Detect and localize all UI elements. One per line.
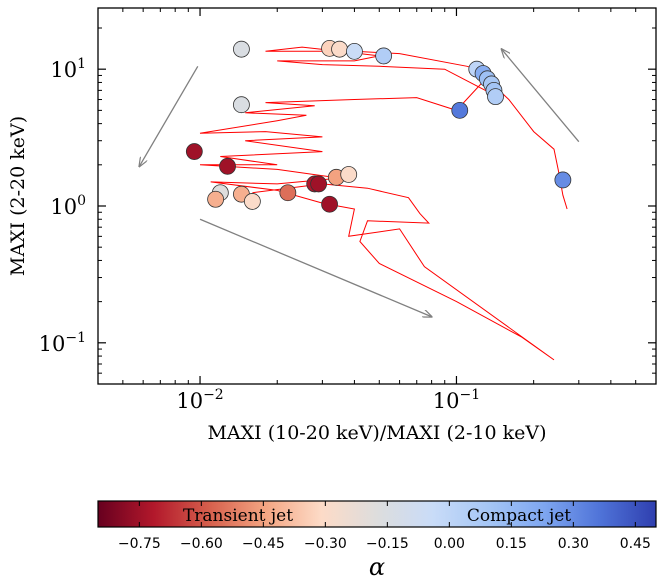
state-track-line xyxy=(199,46,568,361)
data-point xyxy=(487,88,504,106)
major-ticks xyxy=(98,8,656,384)
colorbar-tick-label: −0.75 xyxy=(118,536,161,552)
data-point xyxy=(233,40,250,58)
colorbar-tick-label: −0.60 xyxy=(180,536,223,552)
data-point xyxy=(451,101,469,119)
data-point xyxy=(243,193,261,210)
direction-arrow xyxy=(199,218,432,317)
colorbar-tick-label: −0.45 xyxy=(242,536,285,552)
data-point xyxy=(219,157,236,175)
y-axis-label: MAXI (2-20 keV) xyxy=(7,116,29,276)
colorbar-tick-label: −0.30 xyxy=(304,536,347,552)
data-point xyxy=(321,195,338,213)
data-point xyxy=(346,42,363,60)
minor-ticks xyxy=(97,8,656,385)
x-tick-label: 10−2 xyxy=(176,387,223,413)
colorbar-ticks: −0.75 −0.60 −0.45 −0.30 −0.15 0.00 0.15 0.30 0.4… xyxy=(118,501,651,552)
data-point xyxy=(310,175,328,193)
data-point xyxy=(554,171,572,189)
colorbar: Transient jet Compact jet −0.75 −0.60 −0.4… xyxy=(97,500,657,580)
direction-arrow xyxy=(502,49,580,143)
colorbar-right-text: Compact jet xyxy=(467,506,571,526)
y-tick-labels: 10−1 100 101 xyxy=(39,56,86,356)
x-tick-labels: 10−2 10−1 xyxy=(176,387,480,413)
data-point xyxy=(375,47,393,65)
colorbar-tick-label: 0.00 xyxy=(434,536,465,552)
plot-area: 10−2 10−1 10−1 100 101 xyxy=(39,7,657,413)
colorbar-tick-label: 0.30 xyxy=(558,536,589,552)
y-tick-label: 10−1 xyxy=(39,330,86,356)
y-tick-label: 100 xyxy=(50,193,86,219)
direction-arrow xyxy=(139,65,199,166)
data-point xyxy=(207,190,225,208)
colorbar-tick-label: 0.15 xyxy=(496,536,527,552)
colorbar-gradient xyxy=(97,500,657,528)
data-point xyxy=(279,184,297,202)
colorbar-left-text: Transient jet xyxy=(183,506,293,526)
data-points xyxy=(185,39,572,213)
colorbar-label: α xyxy=(369,553,385,580)
data-point xyxy=(185,143,203,160)
direction-arrows xyxy=(139,49,580,317)
data-point xyxy=(233,96,250,114)
x-tick-label: 10−1 xyxy=(433,387,480,413)
y-tick-label: 101 xyxy=(50,56,86,82)
data-point xyxy=(331,40,348,58)
plot-frame xyxy=(97,7,657,385)
colorbar-tick-label: −0.15 xyxy=(366,536,409,552)
colorbar-tick-label: 0.45 xyxy=(620,536,651,552)
data-point xyxy=(340,166,358,183)
x-axis-label: MAXI (10-20 keV)/MAXI (2-10 keV) xyxy=(207,422,546,444)
